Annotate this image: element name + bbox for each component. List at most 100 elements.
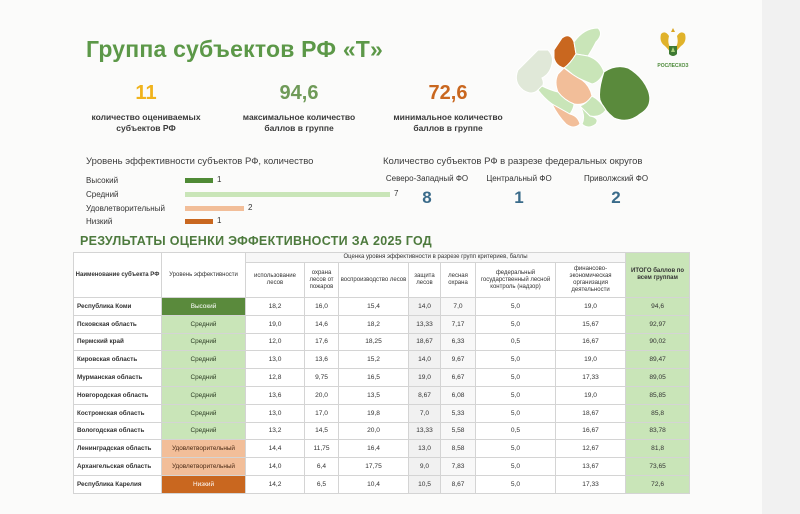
level-row: Средний 7 (86, 189, 398, 201)
table-row: Мурманская область Средний 12,8 9,75 16,5 19,… (73, 368, 691, 387)
score-cell: 6,08 (440, 385, 476, 405)
score-cell: 5,0 (475, 439, 556, 459)
level-bar (185, 178, 213, 183)
total-cell: 73,65 (625, 457, 691, 476)
score-cell: 7,17 (440, 314, 476, 334)
header-criteria-group: Оценка уровня эффективности в разрезе гр… (244, 252, 627, 263)
score-cell: 5,0 (475, 474, 556, 494)
score-cell: 14,5 (304, 421, 339, 441)
score-cell: 13,0 (245, 350, 305, 370)
score-cell: 7,0 (440, 297, 476, 316)
score-cell: 13,2 (245, 421, 305, 441)
score-cell: 17,75 (338, 457, 409, 476)
score-cell: 17,33 (554, 368, 627, 387)
table-row: Архангельская область Удовлетворительный 1… (73, 457, 691, 476)
slide: Группа субъектов РФ «Т» РОСЛЕСХОЗ 11 кол… (73, 28, 691, 494)
header-criterion: федеральный государственный лесной контр… (475, 262, 556, 298)
score-cell: 6,5 (304, 474, 339, 494)
score-cell: 13,6 (304, 350, 339, 370)
score-cell: 12,8 (245, 368, 305, 387)
header-criterion: финансово-экономическая организация деят… (554, 262, 627, 298)
stat-value: 72,6 (428, 82, 468, 104)
score-cell: 13,5 (338, 385, 409, 405)
score-cell: 5,0 (475, 314, 556, 334)
score-cell: 13,6 (245, 385, 305, 405)
score-cell: 16,5 (338, 368, 409, 387)
score-cell: 13,67 (554, 457, 627, 476)
stat-min-score: 72,6 минимальное количество баллов в гру… (376, 82, 520, 134)
total-cell: 72,6 (625, 474, 691, 494)
results-title: РЕЗУЛЬТАТЫ ОЦЕНКИ ЭФФЕКТИВНОСТИ ЗА 2025 … (80, 234, 433, 248)
table-row: Пермский край Средний 12,0 17,6 18,25 18,67 6,… (73, 332, 691, 352)
region-name-cell: Республика Карелия (73, 474, 162, 494)
results-table-body: Республика Коми Высокий 18,2 16,0 15,4 14,0 7,… (73, 297, 691, 494)
level-count: 7 (394, 189, 399, 198)
score-cell: 19,0 (245, 314, 305, 334)
score-cell: 14,2 (245, 474, 305, 494)
score-cell: 10,5 (408, 474, 441, 494)
stat-label: минимальное количество баллов в группе (376, 112, 520, 134)
stat-value: 94,6 (279, 82, 319, 104)
total-cell: 85,8 (625, 403, 691, 423)
header-criterion: лесная охрана (440, 262, 476, 298)
score-cell: 19,0 (408, 368, 441, 387)
level-label: Удовлетворительный (86, 204, 165, 213)
region-name-cell: Псковская область (73, 314, 162, 334)
level-cell: Средний (161, 314, 246, 334)
stat-label-line: максимальное количество (242, 112, 356, 122)
level-cell: Средний (161, 403, 246, 423)
score-cell: 5,33 (440, 403, 476, 423)
level-label: Средний (86, 190, 119, 199)
score-cell: 14,0 (408, 350, 441, 370)
score-cell: 5,0 (475, 457, 556, 476)
score-cell: 5,0 (475, 350, 556, 370)
level-cell: Низкий (161, 474, 246, 494)
total-cell: 85,85 (625, 385, 691, 405)
score-cell: 6,33 (440, 332, 476, 352)
score-cell: 0,5 (475, 332, 556, 352)
score-cell: 7,83 (440, 457, 476, 476)
table-row: Псковская область Средний 19,0 14,6 18,2 13,3… (73, 314, 691, 334)
district-label: Приволжский ФО (583, 174, 649, 183)
table-row: Кировская область Средний 13,0 13,6 15,2 14,0… (73, 350, 691, 370)
score-cell: 18,2 (338, 314, 409, 334)
header-criterion: охрана лесов от пожаров (304, 262, 339, 298)
level-count: 1 (217, 175, 222, 184)
score-cell: 16,0 (304, 297, 339, 316)
score-cell: 15,2 (338, 350, 409, 370)
score-cell: 5,0 (475, 297, 556, 316)
header-level: Уровень эффективности (161, 252, 246, 298)
district-volga: Приволжский ФО 2 (580, 174, 652, 208)
header-criterion: использование лесов (245, 262, 305, 298)
stat-label-line: количество оцениваемых (91, 112, 201, 122)
score-cell: 5,0 (475, 403, 556, 423)
score-cell: 16,67 (554, 421, 627, 441)
score-cell: 18,25 (338, 332, 409, 352)
level-count: 2 (248, 203, 253, 212)
score-cell: 16,67 (554, 332, 627, 352)
total-cell: 83,78 (625, 421, 691, 441)
score-cell: 5,58 (440, 421, 476, 441)
roslesxoz-emblem-icon (660, 28, 686, 56)
district-label: Центральный ФО (486, 174, 552, 183)
level-row: Удовлетворительный 2 (86, 203, 336, 215)
header-total: ИТОГО баллов по всем группам (625, 252, 691, 298)
score-cell: 13,0 (245, 403, 305, 423)
score-cell: 14,0 (408, 297, 441, 316)
stat-label: количество оцениваемых субъектов РФ (80, 112, 212, 134)
level-cell: Средний (161, 421, 246, 441)
level-count: 1 (217, 216, 222, 225)
score-cell: 19,0 (554, 297, 627, 316)
table-row: Вологодская область Средний 13,2 14,5 20,0 13… (73, 421, 691, 441)
score-cell: 14,4 (245, 439, 305, 459)
level-bar (185, 192, 390, 197)
side-background (762, 0, 800, 514)
score-cell: 20,0 (304, 385, 339, 405)
table-row: Новгородская область Средний 13,6 20,0 13,5 8… (73, 385, 691, 405)
level-cell: Средний (161, 368, 246, 387)
district-central: Центральный ФО 1 (486, 174, 552, 208)
score-cell: 15,67 (554, 314, 627, 334)
logo-text: РОСЛЕСХОЗ (657, 63, 689, 69)
level-cell: Средний (161, 350, 246, 370)
district-value: 8 (422, 188, 432, 207)
